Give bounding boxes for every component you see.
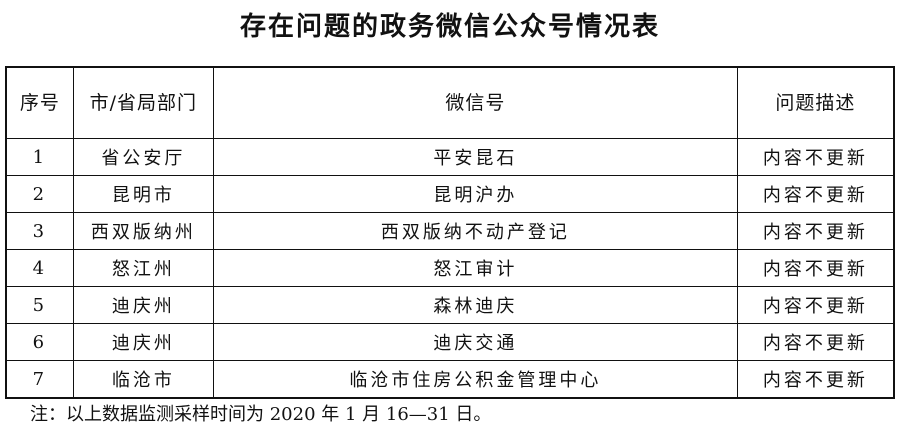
cell-issue: 内容不更新 bbox=[736, 360, 895, 399]
cell-index: 2 bbox=[5, 175, 74, 213]
issues-table: 序号 市/省局部门 微信号 问题描述 1 省公安厅 平安昆石 内容不更新 2 昆明市 昆明沪… bbox=[5, 66, 895, 399]
header-index: 序号 bbox=[5, 66, 74, 139]
cell-index: 7 bbox=[5, 360, 74, 399]
cell-wechat-account: 森林迪庆 bbox=[212, 286, 738, 324]
page-title: 存在问题的政务微信公众号情况表 bbox=[239, 12, 660, 42]
cell-index: 5 bbox=[5, 286, 74, 324]
cell-wechat-account: 昆明沪办 bbox=[212, 175, 738, 213]
table-row: 1 省公安厅 平安昆石 内容不更新 bbox=[5, 138, 895, 176]
header-department: 市/省局部门 bbox=[72, 66, 214, 139]
cell-index: 3 bbox=[5, 212, 74, 250]
table-row: 7 临沧市 临沧市住房公积金管理中心 内容不更新 bbox=[5, 360, 895, 399]
cell-department: 临沧市 bbox=[72, 360, 214, 399]
cell-department: 省公安厅 bbox=[72, 138, 214, 176]
table-header-row: 序号 市/省局部门 微信号 问题描述 bbox=[5, 66, 895, 139]
cell-index: 4 bbox=[5, 249, 74, 287]
table-row: 5 迪庆州 森林迪庆 内容不更新 bbox=[5, 286, 895, 324]
footnote: 注：以上数据监测采样时间为 2020 年 1 月 16—31 日。 bbox=[30, 404, 492, 425]
cell-department: 昆明市 bbox=[72, 175, 214, 213]
cell-index: 1 bbox=[5, 138, 74, 176]
cell-wechat-account: 临沧市住房公积金管理中心 bbox=[212, 360, 738, 399]
cell-department: 迪庆州 bbox=[72, 323, 214, 361]
cell-department: 迪庆州 bbox=[72, 286, 214, 324]
cell-index: 6 bbox=[5, 323, 74, 361]
table-row: 6 迪庆州 迪庆交通 内容不更新 bbox=[5, 323, 895, 361]
cell-wechat-account: 平安昆石 bbox=[212, 138, 738, 176]
cell-wechat-account: 怒江审计 bbox=[212, 249, 738, 287]
cell-issue: 内容不更新 bbox=[736, 323, 895, 361]
table-row: 2 昆明市 昆明沪办 内容不更新 bbox=[5, 175, 895, 213]
cell-department: 怒江州 bbox=[72, 249, 214, 287]
header-wechat-account: 微信号 bbox=[212, 66, 738, 139]
table-row: 3 西双版纳州 西双版纳不动产登记 内容不更新 bbox=[5, 212, 895, 250]
cell-issue: 内容不更新 bbox=[736, 138, 895, 176]
cell-issue: 内容不更新 bbox=[736, 175, 895, 213]
cell-wechat-account: 迪庆交通 bbox=[212, 323, 738, 361]
table-row: 4 怒江州 怒江审计 内容不更新 bbox=[5, 249, 895, 287]
cell-department: 西双版纳州 bbox=[72, 212, 214, 250]
cell-issue: 内容不更新 bbox=[736, 286, 895, 324]
cell-wechat-account: 西双版纳不动产登记 bbox=[212, 212, 738, 250]
cell-issue: 内容不更新 bbox=[736, 249, 895, 287]
header-issue: 问题描述 bbox=[736, 66, 895, 139]
cell-issue: 内容不更新 bbox=[736, 212, 895, 250]
